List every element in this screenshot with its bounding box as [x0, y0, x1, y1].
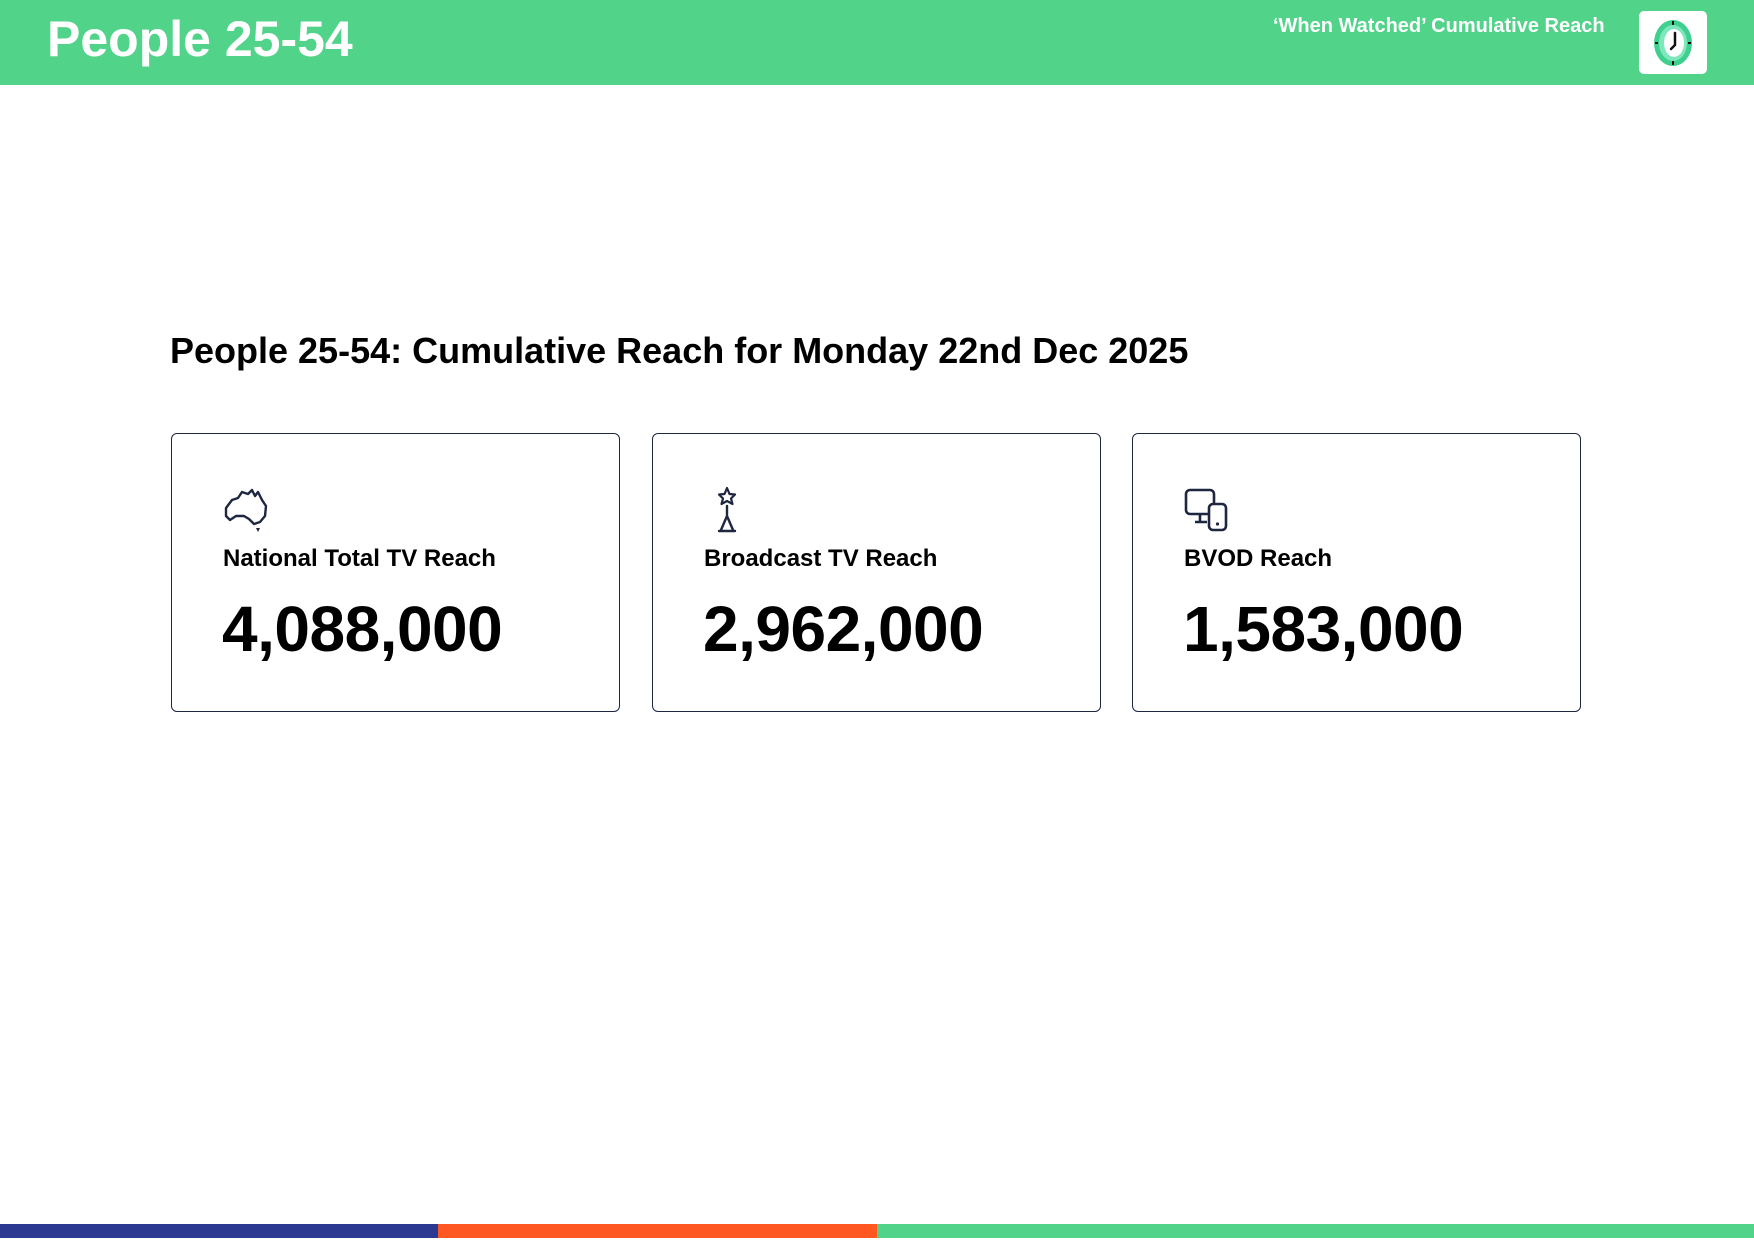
devices-icon: [1184, 488, 1228, 532]
card-label: BVOD Reach: [1184, 545, 1333, 572]
header-bar: People 25-54 ‘When Watched’ Cumulative R…: [0, 0, 1754, 85]
broadcast-tv-reach-card: Broadcast TV Reach 2,962,000: [652, 433, 1101, 712]
card-value: 1,583,000: [1183, 593, 1464, 665]
page-title: People 25-54: [47, 11, 353, 67]
bvod-reach-card: BVOD Reach 1,583,000: [1132, 433, 1581, 712]
card-value: 2,962,000: [703, 593, 984, 665]
broadcast-tower-icon: [717, 486, 737, 533]
card-label: Broadcast TV Reach: [704, 545, 938, 572]
clock-icon: [1639, 11, 1707, 74]
footer-bar-orange: [438, 1224, 877, 1238]
section-heading: People 25-54: Cumulative Reach for Monda…: [170, 330, 1189, 371]
national-total-tv-reach-card: National Total TV Reach 4,088,000: [171, 433, 620, 712]
footer-bar-green: [877, 1224, 1754, 1238]
footer-bar-blue: [0, 1224, 438, 1238]
card-value: 4,088,000: [222, 593, 503, 665]
australia-map-icon: [224, 488, 268, 532]
card-label: National Total TV Reach: [223, 545, 496, 572]
report-subtitle: ‘When Watched’ Cumulative Reach: [1273, 15, 1605, 37]
